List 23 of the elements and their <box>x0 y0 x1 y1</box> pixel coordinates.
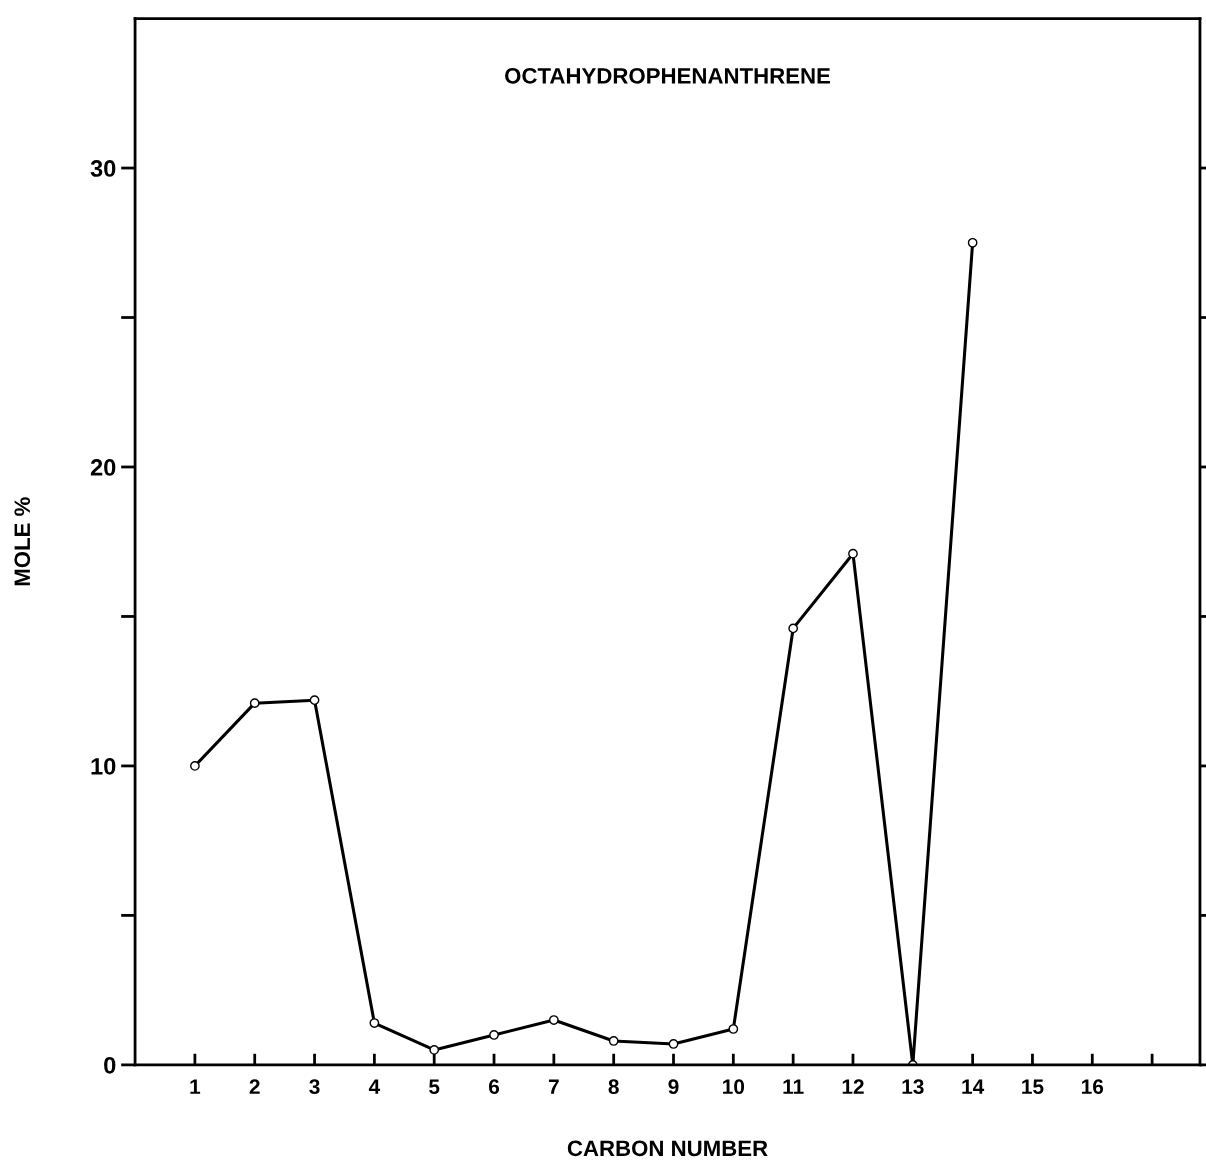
x-tick-label: 12 <box>842 1079 864 1094</box>
x-tick-label: 4 <box>368 1079 381 1094</box>
y-tick-label: 30 <box>90 160 116 177</box>
x-tick-label: 15 <box>1022 1079 1044 1095</box>
x-tick-label: 1 <box>190 1079 201 1094</box>
x-tick-label: 3 <box>309 1079 320 1095</box>
x-tick-label: 14 <box>962 1079 985 1094</box>
x-tick-label: 9 <box>668 1079 679 1095</box>
x-tick-label: 16 <box>1082 1079 1104 1095</box>
text: OCTAHYDROPHENANTHRENE <box>505 67 831 84</box>
x-tick-label: 7 <box>548 1079 559 1094</box>
x-tick-label: 11 <box>783 1079 804 1094</box>
x-tick-label: 6 <box>489 1079 500 1095</box>
y-tick-label: 0 <box>104 1056 116 1074</box>
x-axis-title: CARBON NUMBER <box>567 1140 768 1157</box>
y-tick-label: 10 <box>91 758 116 775</box>
x-tick-label: 5 <box>429 1079 440 1095</box>
x-tick-label: 13 <box>902 1079 924 1095</box>
x-tick-label: 2 <box>249 1079 260 1094</box>
x-tick-label: 8 <box>608 1079 619 1095</box>
y-axis-title: MOLE % <box>14 497 31 586</box>
x-tick-label: 10 <box>723 1079 745 1095</box>
y-tick-label: 20 <box>90 459 116 476</box>
